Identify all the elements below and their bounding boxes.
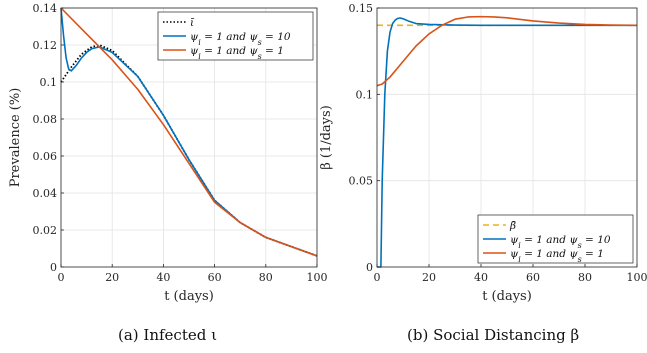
legend-label-2: ψi = 1 and ψs = 10	[190, 31, 291, 47]
legend-label-3: ψi = 1 and ψs = 1	[190, 45, 284, 61]
legend-label-1: β̄	[509, 220, 516, 232]
x-tick-label: 60	[526, 271, 540, 284]
x-tick-label: 40	[474, 271, 488, 284]
x-tick-label: 60	[208, 271, 222, 284]
legend-label-3: ψi = 1 and ψs = 1	[510, 248, 604, 264]
y-tick-label: 0.05	[349, 175, 374, 188]
series-line-3	[60, 7, 318, 257]
axes-box	[376, 7, 638, 268]
y-tick-label: 0.14	[33, 2, 58, 15]
y-tick-label: 0.08	[33, 113, 58, 126]
y-tick-label: 0.02	[33, 224, 58, 237]
x-axis-label: t (days)	[164, 289, 214, 304]
caption-social-distancing: (b) Social Distancing β	[407, 326, 580, 344]
y-tick-label: 0	[366, 261, 373, 274]
y-tick-label: 0.15	[349, 2, 374, 15]
x-tick-label: 80	[259, 271, 273, 284]
series-line-3	[376, 15, 638, 87]
chart-infected: 0 20 40 60 80 100 0 0.02 0.04 0.06 0.08 0.1 0.12 0.14…	[8, 2, 328, 304]
x-tick-label: 0	[374, 271, 381, 284]
y-axis-label: β (1/days)	[319, 105, 334, 170]
y-tick-label: 0	[50, 261, 57, 274]
y-tick-label: 0.1	[356, 88, 374, 101]
x-tick-label: 100	[627, 271, 647, 284]
legend-label-2: ψi = 1 and ψs = 10	[510, 234, 611, 250]
y-tick-label: 0.1	[40, 76, 58, 89]
x-axis-label: t (days)	[482, 289, 532, 304]
x-tick-label: 20	[105, 271, 119, 284]
caption-infected: (a) Infected ι	[118, 326, 217, 344]
x-tick-label: 40	[156, 271, 170, 284]
chart-social-distancing: 0 20 40 60 80 100 0 0.05 0.1 0.15 t (days) β (1/day…	[319, 2, 647, 304]
series-line-2	[377, 17, 637, 268]
legend-label-1: ῑ	[190, 17, 195, 29]
y-tick-label: 0.12	[33, 39, 58, 52]
y-axis-label: Prevalence (%)	[8, 88, 23, 188]
y-tick-label: 0.04	[33, 187, 58, 200]
x-tick-label: 20	[422, 271, 436, 284]
axes-box	[60, 7, 318, 268]
x-tick-label: 0	[58, 271, 65, 284]
y-tick-label: 0.06	[33, 150, 58, 163]
x-tick-label: 80	[578, 271, 592, 284]
x-tick-label: 100	[307, 271, 328, 284]
